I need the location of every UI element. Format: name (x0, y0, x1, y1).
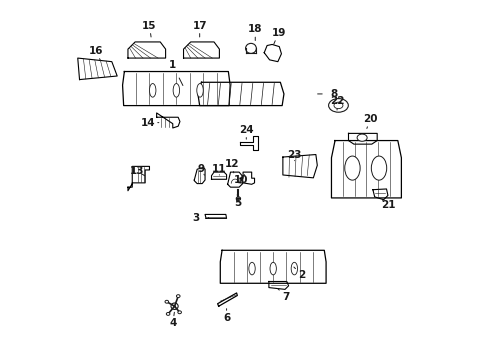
Ellipse shape (356, 134, 366, 141)
Ellipse shape (176, 295, 180, 298)
Ellipse shape (237, 198, 239, 199)
Polygon shape (211, 172, 226, 179)
Ellipse shape (164, 300, 168, 303)
Polygon shape (128, 42, 165, 58)
Ellipse shape (344, 156, 359, 180)
Text: 3: 3 (192, 213, 208, 222)
Polygon shape (331, 140, 401, 198)
Polygon shape (240, 172, 254, 184)
Text: 14: 14 (140, 118, 159, 128)
Polygon shape (122, 72, 230, 105)
Polygon shape (220, 250, 325, 283)
Text: 8: 8 (317, 89, 337, 99)
Text: 1: 1 (169, 60, 183, 86)
Polygon shape (198, 82, 284, 105)
Ellipse shape (166, 312, 169, 315)
Text: 7: 7 (277, 289, 289, 302)
Polygon shape (268, 282, 288, 289)
Text: 2: 2 (293, 267, 305, 280)
Text: 20: 20 (362, 114, 377, 129)
Polygon shape (264, 44, 281, 62)
Ellipse shape (328, 99, 347, 112)
Ellipse shape (196, 84, 203, 97)
Polygon shape (239, 136, 257, 149)
Polygon shape (217, 293, 237, 306)
Text: 9: 9 (198, 164, 204, 175)
Polygon shape (227, 172, 242, 187)
Text: 17: 17 (192, 21, 206, 37)
Ellipse shape (248, 262, 255, 275)
Polygon shape (128, 166, 149, 191)
Polygon shape (156, 113, 180, 128)
Ellipse shape (245, 43, 256, 53)
Ellipse shape (290, 262, 297, 275)
Text: 6: 6 (223, 309, 230, 323)
Polygon shape (348, 134, 376, 144)
Text: 15: 15 (142, 21, 156, 37)
Text: 23: 23 (287, 150, 301, 161)
Text: 13: 13 (129, 166, 144, 176)
Ellipse shape (236, 197, 240, 201)
Text: 10: 10 (233, 175, 247, 185)
Ellipse shape (269, 262, 276, 275)
Polygon shape (204, 215, 226, 219)
Ellipse shape (149, 84, 156, 97)
Polygon shape (183, 42, 219, 58)
Polygon shape (372, 189, 387, 200)
Ellipse shape (171, 303, 178, 310)
Text: 21: 21 (380, 200, 394, 210)
Text: 22: 22 (330, 96, 344, 110)
Text: 18: 18 (247, 24, 262, 41)
Ellipse shape (173, 84, 179, 97)
Text: 24: 24 (239, 125, 253, 139)
Ellipse shape (370, 156, 386, 180)
Text: 5: 5 (233, 194, 241, 208)
Text: 16: 16 (88, 46, 102, 60)
Text: 11: 11 (212, 164, 226, 175)
Text: 12: 12 (224, 159, 239, 173)
Ellipse shape (333, 102, 342, 109)
Polygon shape (282, 154, 317, 178)
Polygon shape (78, 58, 117, 80)
Text: 19: 19 (271, 28, 285, 44)
Polygon shape (194, 167, 204, 184)
Ellipse shape (178, 311, 181, 314)
Text: 4: 4 (169, 312, 176, 328)
